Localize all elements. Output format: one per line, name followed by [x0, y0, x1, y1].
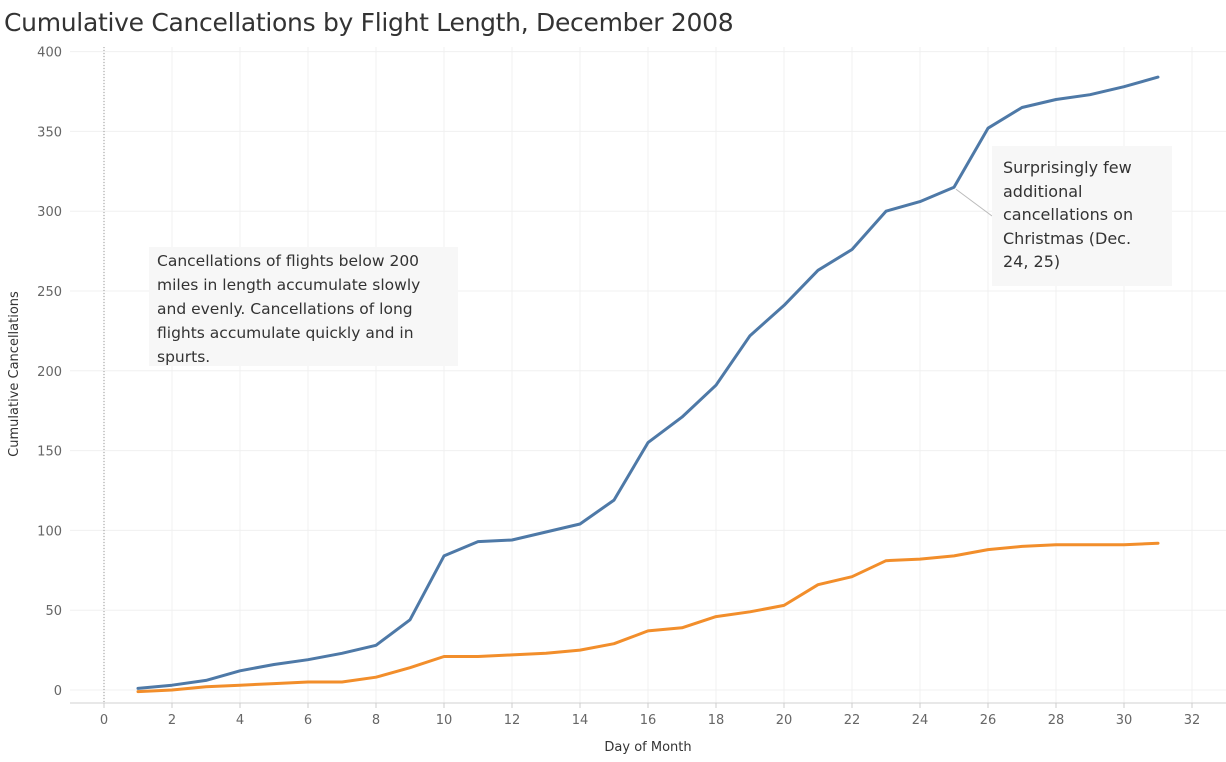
grid-lines: [70, 47, 1226, 703]
x-tick-label: 14: [572, 713, 589, 728]
x-tick-label: 4: [236, 713, 244, 728]
y-axis-title: Cumulative Cancellations: [7, 291, 22, 457]
y-tick-label: 50: [45, 604, 62, 619]
x-tick-label: 24: [912, 713, 929, 728]
y-tick-label: 100: [37, 524, 62, 539]
x-axis: 0 2 4 6 8 10 12 14 16 18 20 22 24 26 28 30 32: [100, 703, 1200, 728]
x-tick-label: 0: [100, 713, 108, 728]
x-tick-label: 22: [844, 713, 861, 728]
annotation-christmas: Surprisingly few additional cancellation…: [992, 146, 1172, 286]
x-tick-label: 28: [1048, 713, 1065, 728]
x-tick-label: 20: [776, 713, 793, 728]
annotation-short-flights: Cancellations of flights below 200 miles…: [149, 247, 458, 366]
y-tick-label: 350: [37, 125, 62, 140]
x-tick-label: 32: [1184, 713, 1201, 728]
series-line-1: [136, 75, 1160, 690]
x-tick-label: 26: [980, 713, 997, 728]
x-tick-label: 2: [168, 713, 176, 728]
chart-title: Cumulative Cancellations by Flight Lengt…: [4, 8, 734, 37]
x-tick-label: 10: [436, 713, 453, 728]
x-tick-label: 30: [1116, 713, 1133, 728]
y-tick-label: 150: [37, 445, 62, 460]
x-tick-label: 18: [708, 713, 725, 728]
x-tick-label: 6: [304, 713, 312, 728]
x-tick-label: 16: [640, 713, 657, 728]
y-axis: 0 50 100 150 200 250 300 350 400: [37, 46, 62, 699]
y-tick-label: 300: [37, 205, 62, 220]
y-tick-label: 0: [54, 684, 62, 699]
x-tick-label: 8: [372, 713, 380, 728]
y-tick-label: 200: [37, 365, 62, 380]
y-tick-label: 250: [37, 285, 62, 300]
annotation-pointer-line: [955, 188, 993, 217]
series-line-2: [136, 541, 1160, 694]
y-tick-label: 400: [37, 46, 62, 61]
series-lines: [136, 75, 1160, 694]
x-tick-label: 12: [504, 713, 521, 728]
x-axis-title: Day of Month: [604, 740, 691, 755]
